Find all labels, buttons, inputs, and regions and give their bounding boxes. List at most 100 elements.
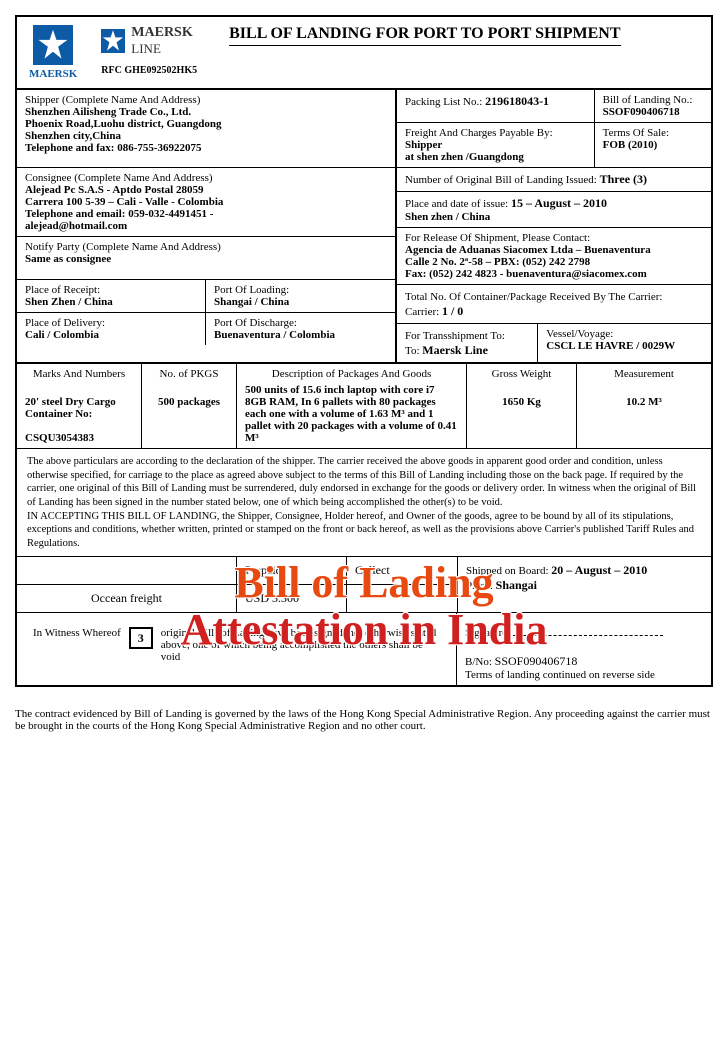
bno-label: B/No: xyxy=(465,656,495,668)
desc-value: 500 units of 15.6 inch laptop with core … xyxy=(245,380,458,444)
prepaid-value: USD 3.300 xyxy=(237,585,347,612)
place-value: Shangai xyxy=(496,578,537,592)
freight-label: Freight And Charges Payable By: xyxy=(405,127,586,139)
maersk-star-icon-small xyxy=(101,29,125,53)
left-mid: Consignee (Complete Name And Address) Al… xyxy=(17,168,397,362)
shipper-addr1: Phoenix Road,Luohu district, Guangdong xyxy=(25,118,387,130)
right-mid: Number of Original Bill of Landing Issue… xyxy=(397,168,711,362)
line-sub: LINE xyxy=(131,41,192,57)
consignee-phone: Telephone and email: 059-032-4491451 - xyxy=(25,208,387,220)
collect-value xyxy=(347,585,457,612)
freight-value2: at shen zhen /Guangdong xyxy=(405,151,586,163)
release-cell: For Release Of Shipment, Please Contact:… xyxy=(397,228,711,285)
line-brand: MAERSK xyxy=(131,25,192,41)
bol-no-value: SSOF090406718 xyxy=(603,106,703,118)
delivery-value: Cali / Colombia xyxy=(25,329,197,341)
place-label: Place: xyxy=(466,580,496,592)
bno-value: SSOF090406718 xyxy=(495,654,578,668)
notify-value: Same as consignee xyxy=(25,253,387,265)
transshipment-cell: For Transshipment To: To: Maersk Line xyxy=(397,324,538,362)
transshipment-label: For Transshipment To: xyxy=(405,330,505,342)
title-cell: BILL OF LANDING FOR PORT TO PORT SHIPMEN… xyxy=(209,17,711,88)
originals-cell: Number of Original Bill of Landing Issue… xyxy=(397,168,711,192)
desc-header: Description of Packages And Goods xyxy=(245,368,458,380)
originals-value: Three (3) xyxy=(600,172,647,186)
notify-cell: Notify Party (Complete Name And Address)… xyxy=(17,237,395,280)
delivery-label: Place of Delivery: xyxy=(25,317,197,329)
release-label: For Release Of Shipment, Please Contact: xyxy=(405,232,703,244)
goods-table: Marks And Numbers 20' steel Dry Cargo Co… xyxy=(17,363,711,449)
packing-label: Packing List No.: xyxy=(405,96,485,108)
signature-line xyxy=(513,635,663,636)
marks-header: Marks And Numbers xyxy=(25,368,133,380)
shipper-phone: Telephone and fax: 086-755-36922075 xyxy=(25,142,387,154)
bol-no-label: Bill of Landing No.: xyxy=(603,94,703,106)
issue-label: Place and date of issue: xyxy=(405,198,511,210)
weight-col: Gross Weight 1650 Kg xyxy=(467,364,577,448)
freight-block: Prepaid Collect Occean freight USD 3.300 xyxy=(17,557,457,612)
shipper-addr2: Shenzhen city,China xyxy=(25,130,387,142)
logo-block: MAERSK xyxy=(17,17,89,88)
discharge-value: Buenaventura / Colombia xyxy=(214,329,387,341)
loading-label: Port Of Loading: xyxy=(214,284,387,296)
witness-label: In Witness Whereof xyxy=(33,627,121,639)
witness-count: 3 xyxy=(129,627,153,649)
receipt-cell: Place of Receipt: Shen Zhen / China xyxy=(17,280,206,312)
consignee-name: Alejead Pc S.A.S - Aptdo Postal 28059 xyxy=(25,184,387,196)
loading-cell: Port Of Loading: Shangai / China xyxy=(206,280,395,312)
disclaimer: The contract evidenced by Bill of Landin… xyxy=(0,702,728,747)
receipt-value: Shen Zhen / China xyxy=(25,296,197,308)
transshipment-value: Maersk Line xyxy=(422,343,488,357)
release-fax: Fax: (052) 242 4823 - buenaventura@siaco… xyxy=(405,268,703,280)
logo-text: MAERSK xyxy=(29,68,77,80)
terms-block: The above particulars are according to t… xyxy=(17,449,711,557)
terms-2: IN ACCEPTING THIS BILL OF LANDING, the S… xyxy=(27,511,694,549)
footer-table: Prepaid Collect Occean freight USD 3.300… xyxy=(17,557,711,613)
consignee-cell: Consignee (Complete Name And Address) Al… xyxy=(17,168,395,237)
delivery-cell: Place of Delivery: Cali / Colombia xyxy=(17,313,206,345)
containers-label: Total No. Of Container/Package Received … xyxy=(405,291,662,303)
packing-cell: Packing List No.: 219618043-1 xyxy=(397,90,595,122)
shipper-name: Shenzhen Ailisheng Trade Co., Ltd. xyxy=(25,106,387,118)
packing-value: 219618043-1 xyxy=(485,94,549,108)
prepaid-header: Prepaid xyxy=(237,557,347,584)
discharge-label: Port Of Discharge: xyxy=(214,317,387,329)
discharge-cell: Port Of Discharge: Buenaventura / Colomb… xyxy=(206,313,395,345)
collect-header: Collect xyxy=(347,557,457,584)
maersk-star-icon xyxy=(33,25,73,65)
containers-value: 1 / 0 xyxy=(442,304,463,318)
measure-value: 10.2 M³ xyxy=(585,380,703,408)
pkgs-col: No. of PKGS 500 packages xyxy=(142,364,237,448)
weight-header: Gross Weight xyxy=(475,368,568,380)
pkgs-value: 500 packages xyxy=(150,380,228,408)
occean-freight-text: Occean freight xyxy=(17,585,237,612)
receipt-label: Place of Receipt: xyxy=(25,284,197,296)
freight-value1: Shipper xyxy=(405,139,586,151)
maersk-line-block: MAERSK LINE RFC GHE092502HK5 xyxy=(89,17,209,88)
terms-sale-cell: Terms Of Sale: FOB (2010) xyxy=(595,123,711,167)
shipper-cell: Shipper (Complete Name And Address) Shen… xyxy=(17,90,397,167)
loading-value: Shangai / China xyxy=(214,296,387,308)
bol-no-cell: Bill of Landing No.: SSOF090406718 xyxy=(595,90,711,122)
occean-freight-label xyxy=(17,557,237,584)
consignee-email: alejead@hotmail.com xyxy=(25,220,387,232)
terms-sale-value: FOB (2010) xyxy=(603,139,703,151)
release-addr: Calle 2 No. 2ª-58 – PBX: (052) 242 2798 xyxy=(405,256,703,268)
consignee-addr: Carrera 100 5-39 – Cali - Valle - Colomb… xyxy=(25,196,387,208)
measure-col: Measurement 10.2 M³ xyxy=(577,364,711,448)
document-title: BILL OF LANDING FOR PORT TO PORT SHIPMEN… xyxy=(229,25,620,46)
originals-label: Number of Original Bill of Landing Issue… xyxy=(405,174,600,186)
terms-1: The above particulars are according to t… xyxy=(27,456,696,508)
vessel-label: Vessel/Voyage: xyxy=(546,328,703,340)
vessel-cell: Vessel/Voyage: CSCL LE HAVRE / 0029W xyxy=(538,324,711,362)
issue-place: Shen zhen / China xyxy=(405,211,703,223)
reverse-note: Terms of landing continued on reverse si… xyxy=(465,669,703,681)
marks-2: CSQU3054383 xyxy=(25,432,133,444)
notify-label: Notify Party (Complete Name And Address) xyxy=(25,241,387,253)
witness-cell: In Witness Whereof 3 original Bills of L… xyxy=(17,613,457,685)
shipped-value: 20 – August – 2010 xyxy=(551,563,647,577)
release-name: Agencia de Aduanas Siacomex Ltda – Buena… xyxy=(405,244,703,256)
witness-text: original Bills of Lading have been signe… xyxy=(161,627,440,663)
shipped-cell: Shipped on Board: 20 – August – 2010 Pla… xyxy=(457,557,711,612)
pkgs-header: No. of PKGS xyxy=(150,368,228,380)
